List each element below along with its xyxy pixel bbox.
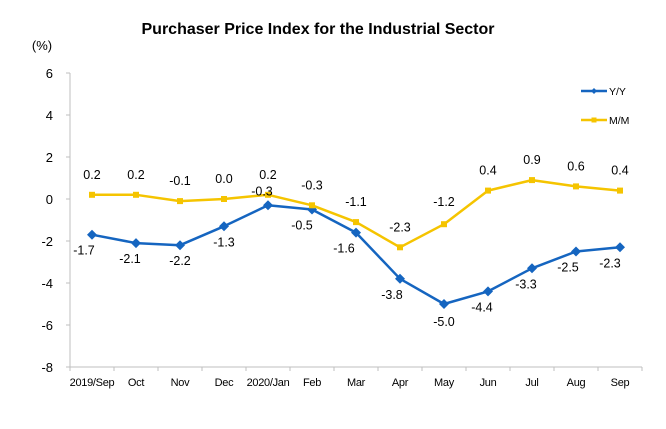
x-tick-label: Jun xyxy=(480,377,497,389)
data-label-yy: -0.3 xyxy=(251,184,273,198)
data-point-mm xyxy=(133,191,139,198)
x-tick-label: Jul xyxy=(525,377,538,389)
axes xyxy=(66,72,643,371)
x-tick-label: Dec xyxy=(215,377,234,389)
data-label-yy: -1.7 xyxy=(73,244,95,258)
data-point-mm xyxy=(265,191,271,198)
data-label-mm: -1.1 xyxy=(345,195,367,209)
data-label-yy: -4.4 xyxy=(471,300,493,314)
data-point-mm xyxy=(309,202,315,209)
x-tick-label: Oct xyxy=(128,377,144,389)
data-label-yy: -2.1 xyxy=(119,252,141,266)
data-label-yy: -1.3 xyxy=(213,235,235,249)
data-label-mm: 0.4 xyxy=(479,164,496,178)
y-tick-label: -2 xyxy=(41,234,53,249)
data-label-mm: 0.2 xyxy=(83,168,100,182)
data-label-mm: -0.3 xyxy=(301,178,323,192)
data-label-mm: 0.2 xyxy=(259,168,276,182)
x-tick-label: Feb xyxy=(303,377,321,389)
data-label-mm: 0.4 xyxy=(611,164,628,178)
x-tick-label: Sep xyxy=(611,377,630,389)
y-tick-labels: 6 4 2 0 -2 -4 -6 -8 xyxy=(41,66,53,375)
legend-label: M/M xyxy=(609,115,629,127)
data-point-yy xyxy=(483,286,493,297)
x-tick-label: Mar xyxy=(347,377,366,389)
y-tick-label: 4 xyxy=(46,108,53,123)
data-point-yy xyxy=(439,299,449,309)
data-point-mm xyxy=(177,198,183,205)
data-label-yy: -0.5 xyxy=(291,219,313,233)
data-label-mm: 0.6 xyxy=(567,159,584,173)
data-point-mm xyxy=(353,219,359,226)
data-point-yy xyxy=(219,221,229,232)
data-label-yy: -2.5 xyxy=(557,261,579,275)
data-label-mm: -1.2 xyxy=(433,195,455,209)
data-point-mm xyxy=(617,187,623,194)
legend: Y/Y M/M xyxy=(581,86,629,127)
data-point-mm xyxy=(221,196,227,202)
data-point-yy xyxy=(87,229,97,240)
series-group xyxy=(87,177,625,309)
data-point-yy xyxy=(527,263,537,274)
data-point-mm xyxy=(529,177,535,184)
chart-title: Purchaser Price Index for the Industrial… xyxy=(142,21,495,38)
y-axis-unit: (%) xyxy=(32,38,52,53)
data-label-mm: 0.0 xyxy=(215,172,232,186)
y-tick-label: 0 xyxy=(46,192,53,207)
data-label-mm: 0.9 xyxy=(523,153,540,167)
x-tick-label: Aug xyxy=(567,377,586,389)
y-tick-label: 6 xyxy=(46,66,53,81)
data-label-yy: -3.3 xyxy=(515,277,537,291)
x-tick-label: Apr xyxy=(392,377,409,389)
data-point-yy xyxy=(263,200,273,211)
data-labels: -1.7 -2.1 -2.2 -1.3 -0.3 -0.5 -1.6 -3.8 -5.0 -4.4… xyxy=(73,153,629,329)
data-label-mm: 0.2 xyxy=(127,168,144,182)
data-label-mm: -2.3 xyxy=(389,220,411,234)
x-tick-label: Nov xyxy=(171,377,190,389)
data-point-yy xyxy=(395,273,405,284)
data-point-mm xyxy=(573,183,579,190)
data-point-yy xyxy=(571,246,581,257)
data-point-mm xyxy=(485,187,491,194)
data-point-yy xyxy=(351,227,361,238)
data-label-mm: -0.1 xyxy=(169,174,191,188)
x-tick-label: 2020/Jan xyxy=(247,377,290,389)
x-tick-label: May xyxy=(434,377,455,389)
data-point-mm xyxy=(441,221,447,228)
legend-label: Y/Y xyxy=(609,86,626,98)
y-tick-label: -8 xyxy=(41,360,53,375)
data-label-yy: -1.6 xyxy=(333,242,355,256)
data-label-yy: -3.8 xyxy=(381,288,403,302)
y-tick-label: -6 xyxy=(41,318,53,333)
y-tick-label: 2 xyxy=(46,150,53,165)
data-point-mm xyxy=(89,191,95,198)
legend-marker-mm xyxy=(591,117,597,123)
y-tick-label: -4 xyxy=(41,276,53,291)
data-label-yy: -5.0 xyxy=(433,315,455,329)
data-point-yy xyxy=(615,242,625,253)
x-tick-label: 2019/Sep xyxy=(70,377,115,389)
data-label-yy: -2.2 xyxy=(169,254,191,268)
legend-marker-yy xyxy=(591,88,597,94)
x-tick-labels: 2019/Sep Oct Nov Dec 2020/Jan Feb Mar Apr May Jun… xyxy=(70,377,630,389)
data-label-yy: -2.3 xyxy=(599,256,621,270)
data-point-yy xyxy=(131,238,141,249)
data-point-mm xyxy=(397,244,403,251)
data-point-yy xyxy=(175,240,185,251)
